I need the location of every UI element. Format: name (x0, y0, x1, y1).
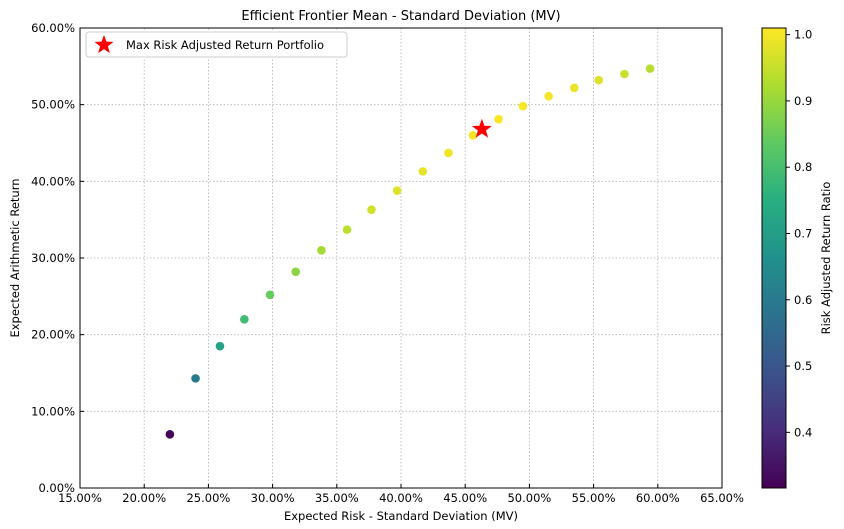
max-portfolio-star (471, 118, 492, 138)
x-tick-label: 45.00% (443, 491, 487, 505)
x-tick-label: 20.00% (122, 491, 166, 505)
legend-star-icon (94, 35, 114, 54)
colorbar-label: Risk Adjusted Return Ratio (819, 182, 833, 335)
colorbar-tick-label: 0.7 (794, 226, 812, 240)
y-tick-label: 40.00% (31, 174, 75, 188)
data-point (518, 101, 528, 111)
plot-area-frame (79, 27, 723, 489)
data-point (444, 148, 453, 158)
y-axis-ticks: 0.00% 10.00% 20.00% 30.00% 40.00% 50.00% 60.00… (31, 21, 84, 495)
data-point (367, 205, 376, 214)
data-point (468, 131, 478, 140)
data-point (544, 91, 553, 101)
x-tick-label: 55.00% (572, 491, 616, 505)
y-tick-label: 0.00% (38, 481, 75, 495)
x-tick-label: 35.00% (315, 491, 359, 505)
x-axis-ticks: 15.00% 20.00% 25.00% 30.00% 35.00% 40.00% 45.0… (58, 484, 744, 505)
data-point (265, 290, 275, 300)
colorbar-ticks: 0.4 0.5 0.6 0.7 0.8 0.9 1.0 (786, 28, 812, 439)
data-point (620, 69, 629, 79)
data-point (494, 114, 503, 124)
y-tick-label: 60.00% (31, 21, 75, 35)
legend-box (85, 31, 348, 58)
data-point (342, 225, 352, 234)
colorbar-tick-label: 0.4 (794, 425, 812, 439)
data-point (570, 83, 579, 93)
max-portfolio-layer (471, 118, 492, 138)
x-tick-label: 40.00% (379, 491, 423, 505)
colorbar-tick-label: 1.0 (794, 28, 812, 42)
x-tick-label: 65.00% (700, 491, 744, 505)
y-tick-label: 10.00% (31, 404, 75, 418)
legend: Max Risk Adjusted Return Portfolio (85, 31, 348, 58)
colorbar-tick-label: 0.8 (794, 160, 812, 174)
colorbar-tick-label: 0.6 (794, 293, 812, 307)
chart-title: Efficient Frontier Mean - Standard Devia… (241, 9, 560, 24)
x-tick-label: 30.00% (251, 491, 295, 505)
y-tick-label: 50.00% (31, 98, 75, 112)
data-point (191, 374, 200, 383)
data-point (317, 246, 326, 255)
x-tick-label: 25.00% (186, 491, 230, 505)
legend-label: Max Risk Adjusted Return Portfolio (126, 38, 324, 52)
data-point (291, 267, 301, 277)
x-tick-label: 60.00% (636, 491, 680, 505)
scatter-points (165, 64, 655, 439)
grid-lines (80, 28, 722, 488)
colorbar: 0.4 0.5 0.6 0.7 0.8 0.9 1.0 Risk Adjusted Retu… (761, 27, 833, 489)
data-point (594, 75, 604, 85)
x-tick-label: 15.00% (58, 491, 102, 505)
y-axis-label: Expected Arithmetic Return (8, 178, 22, 337)
data-point (392, 186, 402, 195)
x-tick-label: 50.00% (507, 491, 551, 505)
colorbar-gradient (761, 27, 787, 489)
y-tick-label: 30.00% (31, 251, 75, 265)
data-point (165, 430, 175, 439)
y-tick-label: 20.00% (31, 328, 75, 342)
data-point (215, 341, 225, 351)
x-axis-label: Expected Risk - Standard Deviation (MV) (284, 509, 518, 523)
colorbar-tick-label: 0.9 (794, 94, 812, 108)
data-point (418, 167, 428, 176)
colorbar-tick-label: 0.5 (794, 359, 812, 373)
data-point (240, 315, 249, 324)
data-point (645, 64, 655, 73)
